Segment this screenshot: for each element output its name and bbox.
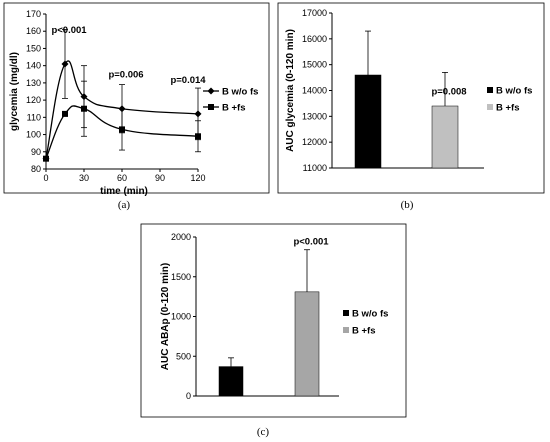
y-axis-label: AUC ABAp (0-120 min) — [160, 263, 171, 370]
legend-marker-diamond — [207, 87, 215, 95]
x-tick-label: 120 — [190, 173, 205, 183]
legend-marker-square — [208, 104, 214, 110]
y-tick-label: 13000 — [302, 111, 327, 121]
legend-label: B w/o fs — [496, 86, 532, 97]
y-tick-label: 0 — [186, 391, 191, 401]
x-tick-label: 0 — [43, 173, 48, 183]
y-tick-label: 100 — [26, 130, 41, 140]
legend-swatch — [487, 104, 493, 110]
x-tick-label: 60 — [117, 173, 127, 183]
y-tick-label: 80 — [31, 164, 41, 174]
panel-a-frame — [3, 2, 270, 194]
p-value-label: p=0.008 — [431, 86, 466, 97]
y-tick-label: 14000 — [302, 86, 327, 96]
y-tick-label: 1500 — [171, 272, 191, 282]
y-tick-label: 17000 — [302, 8, 327, 18]
panel-a-caption: (a) — [118, 199, 131, 211]
chart-b: 11000 12000 13000 14000 15000 16000 17000 AUC g… — [285, 8, 532, 173]
x-axis-label: time (min) — [100, 186, 148, 197]
legend-label: B +fs — [496, 103, 520, 114]
data-point-square — [195, 133, 201, 140]
legend-label: B +fs — [222, 103, 246, 114]
x-tick-label: 30 — [79, 173, 89, 183]
legend-swatch — [343, 310, 349, 316]
data-point-diamond — [194, 110, 202, 118]
y-tick-label: 15000 — [302, 60, 327, 70]
panel-c-caption: (c) — [257, 426, 270, 438]
y-tick-label: 12000 — [302, 137, 327, 147]
y-tick-label: 1000 — [171, 312, 191, 322]
y-tick-label: 140 — [26, 61, 41, 71]
y-tick-label: 150 — [26, 43, 41, 53]
data-point-square — [62, 110, 68, 117]
x-tick-label: 90 — [155, 173, 165, 183]
y-tick-label: 500 — [176, 351, 191, 361]
legend-swatch — [487, 87, 493, 93]
data-point-square — [43, 155, 49, 162]
y-tick-label: 160 — [26, 26, 41, 36]
y-tick-label: 2000 — [171, 232, 191, 242]
y-tick-label: 11000 — [303, 163, 327, 173]
bar-1 — [294, 291, 320, 397]
y-axis-label: glycemia (mg/dl) — [9, 52, 20, 131]
data-point-square — [81, 105, 87, 112]
data-point-square — [119, 126, 125, 133]
y-tick-label: 120 — [26, 95, 41, 105]
bar-0 — [218, 366, 244, 397]
y-tick-label: 170 — [26, 9, 41, 19]
legend-swatch — [343, 327, 349, 333]
panel-b-frame — [277, 2, 545, 194]
legend-label: B w/o fs — [352, 309, 388, 320]
panel-c-frame — [140, 223, 407, 418]
legend-label: B +fs — [352, 326, 376, 337]
bar-0 — [354, 74, 382, 169]
chart-a: 80 90 100 110 120 130 140 150 160 170 0 30 60 90 120 ti… — [9, 9, 258, 197]
p-value-label: p=0.014 — [170, 75, 206, 86]
y-tick-label: 130 — [26, 78, 41, 88]
y-tick-label: 110 — [27, 112, 41, 122]
p-value-label: p=0.006 — [108, 70, 143, 81]
data-point-diamond — [61, 60, 69, 68]
y-tick-label: 90 — [31, 147, 41, 157]
legend-label: B w/o fs — [222, 87, 258, 98]
p-value-label: p<0.001 — [51, 25, 87, 36]
y-axis-label: AUC glycemia (0-120 min) — [285, 29, 296, 152]
panel-b-caption: (b) — [401, 199, 414, 211]
bar-1 — [431, 105, 459, 169]
chart-c: 0 500 1000 1500 2000 AUC ABAp (0-120 min) p<0.… — [160, 232, 388, 401]
p-value-label: p<0.001 — [293, 237, 329, 248]
y-tick-label: 16000 — [302, 34, 327, 44]
